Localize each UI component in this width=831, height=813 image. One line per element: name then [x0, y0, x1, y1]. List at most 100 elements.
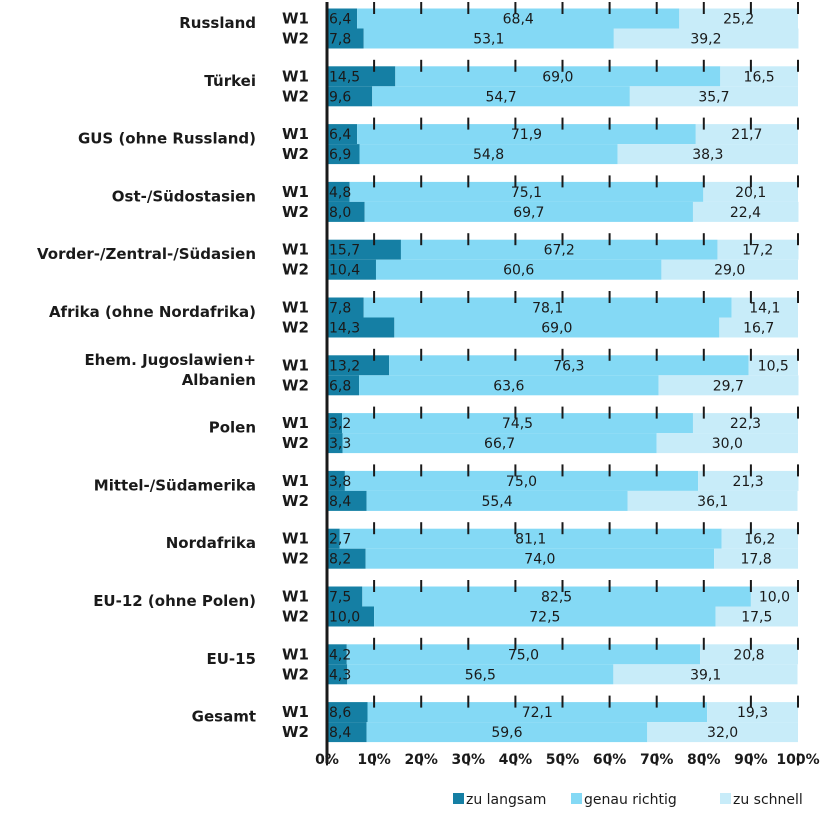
- bar-segment: [357, 124, 696, 145]
- bar-segment: [661, 259, 798, 280]
- value-label: 20,8: [733, 647, 764, 663]
- wave-label: W1: [282, 472, 309, 490]
- x-tick-label: 100%: [776, 752, 819, 768]
- bar-segment: [372, 86, 630, 107]
- value-label: 69,0: [542, 69, 573, 85]
- value-label: 29,7: [713, 378, 744, 394]
- value-label: 54,8: [473, 147, 504, 163]
- bar-segment: [375, 259, 662, 280]
- bar-segment: [365, 548, 715, 569]
- value-label: 81,1: [515, 532, 546, 548]
- value-label: 17,8: [740, 552, 771, 568]
- wave-label: W1: [282, 356, 309, 374]
- value-label: 76,3: [553, 358, 584, 374]
- wave-label: W2: [282, 434, 309, 452]
- bar-segment: [327, 259, 376, 280]
- value-label: 21,3: [732, 474, 763, 490]
- bar-segment: [613, 28, 799, 49]
- wave-label: W2: [282, 665, 309, 683]
- bar-segment: [327, 664, 348, 685]
- bar-segment: [327, 201, 365, 222]
- wave-label: W1: [282, 125, 309, 143]
- value-label: 69,0: [541, 321, 572, 337]
- value-label: 29,0: [714, 263, 745, 279]
- bar-segment: [700, 644, 798, 665]
- x-tick-label: 60%: [593, 752, 627, 768]
- value-label: 3,8: [329, 474, 351, 490]
- value-label: 10,0: [329, 610, 360, 626]
- bar-segment: [717, 239, 799, 260]
- value-label: 22,3: [730, 416, 761, 432]
- bar-segment: [342, 413, 693, 434]
- value-label: 38,3: [692, 147, 723, 163]
- wave-label: W2: [282, 87, 309, 105]
- value-label: 6,9: [329, 147, 351, 163]
- bar-segment: [349, 181, 704, 202]
- value-label: 17,5: [741, 610, 772, 626]
- wave-label: W2: [282, 319, 309, 337]
- value-label: 56,5: [465, 667, 496, 683]
- bar-segment: [703, 181, 798, 202]
- bar-segment: [327, 181, 350, 202]
- bar-segment: [327, 297, 364, 318]
- value-label: 7,8: [329, 32, 351, 48]
- group-label: Vorder-/Zentral-/Südasien: [37, 245, 256, 263]
- bar-segment: [327, 86, 373, 107]
- wave-label: W1: [282, 414, 309, 432]
- value-label: 7,5: [329, 590, 351, 606]
- legend-label: zu schnell: [733, 792, 803, 808]
- bar-segment: [750, 586, 798, 607]
- bar-segment: [327, 702, 368, 723]
- wave-label: W2: [282, 203, 309, 221]
- value-label: 8,4: [329, 725, 351, 741]
- value-label: 71,9: [511, 127, 542, 143]
- grid-ticks-layer: [326, 2, 799, 766]
- group-label: Polen: [209, 419, 256, 437]
- value-label: 8,2: [329, 552, 351, 568]
- wave-label: W1: [282, 241, 309, 259]
- value-label: 9,6: [329, 89, 351, 105]
- legend-label: genau richtig: [584, 792, 677, 808]
- value-label: 39,1: [690, 667, 721, 683]
- value-label: 75,1: [511, 185, 542, 201]
- bar-segment: [346, 644, 701, 665]
- value-label: 55,4: [481, 494, 512, 510]
- bar-segment: [327, 375, 360, 396]
- value-label: 8,4: [329, 494, 351, 510]
- legend: zu langsam genau richtig zu schnell: [453, 792, 803, 808]
- value-label: 74,0: [524, 552, 555, 568]
- bar-segment: [720, 66, 798, 87]
- value-label: 20,1: [735, 185, 766, 201]
- value-label: 6,8: [329, 378, 351, 394]
- value-label: 36,1: [697, 494, 728, 510]
- x-tick-label: 80%: [687, 752, 721, 768]
- value-label: 75,0: [506, 474, 537, 490]
- bar-segment: [395, 66, 721, 87]
- bar-segment: [715, 606, 798, 627]
- value-label: 10,0: [759, 590, 790, 606]
- legend-label: zu langsam: [466, 792, 546, 808]
- value-label: 68,4: [503, 12, 534, 28]
- bar-segment: [327, 586, 363, 607]
- value-label: 69,7: [513, 205, 544, 221]
- value-label: 17,2: [742, 243, 773, 259]
- bar-segment: [342, 433, 657, 454]
- bar-segment: [647, 722, 798, 743]
- bar-segment: [367, 702, 708, 723]
- group-label: Mittel-/Südamerika: [94, 476, 256, 494]
- value-label: 22,4: [730, 205, 761, 221]
- value-label: 6,4: [329, 127, 351, 143]
- value-label: 66,7: [484, 436, 515, 452]
- value-label: 54,7: [485, 89, 516, 105]
- bar-segment: [327, 433, 343, 454]
- value-label: 4,2: [329, 647, 351, 663]
- value-label: 14,1: [749, 301, 780, 317]
- bar-segment: [364, 201, 693, 222]
- value-label: 59,6: [491, 725, 522, 741]
- bar-segment: [359, 375, 659, 396]
- bar-segment: [327, 317, 395, 338]
- x-tick-label: 50%: [546, 752, 580, 768]
- value-label: 25,2: [723, 12, 754, 28]
- bar-segment: [327, 124, 358, 145]
